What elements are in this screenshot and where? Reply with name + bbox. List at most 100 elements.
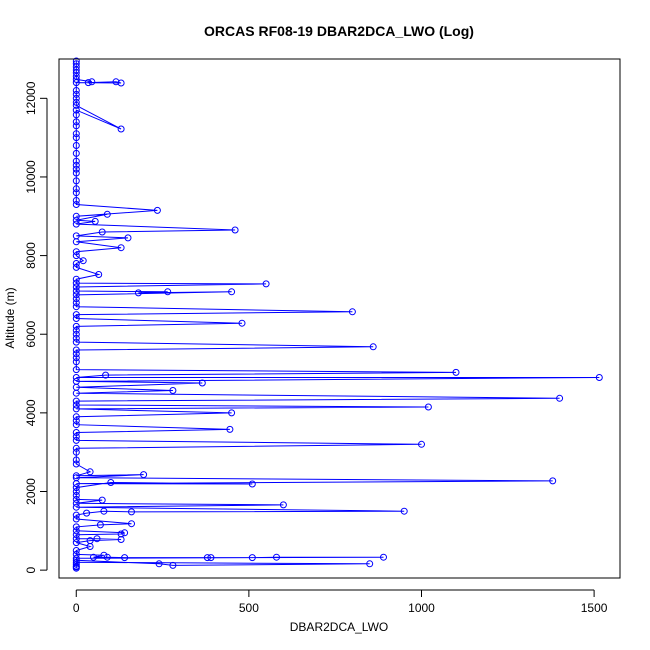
- data-point: [72, 338, 80, 346]
- data-point: [72, 238, 80, 246]
- data-point: [72, 197, 80, 204]
- data-point: [83, 509, 91, 517]
- data-point: [121, 529, 129, 537]
- data-point: [153, 206, 161, 214]
- y-tick-label: 2000: [24, 478, 38, 505]
- y-tick-label: 6000: [24, 321, 38, 348]
- data-point: [107, 479, 115, 486]
- data-point: [72, 560, 80, 568]
- data-point: [72, 401, 80, 409]
- data-point: [72, 523, 80, 531]
- data-point: [72, 346, 80, 354]
- data-point: [112, 78, 120, 86]
- data-point: [72, 248, 80, 256]
- data-point: [140, 471, 148, 479]
- data-point: [72, 397, 80, 405]
- data-point: [203, 554, 211, 562]
- data-point: [72, 515, 80, 523]
- y-tick-label: 12000: [24, 81, 38, 115]
- data-point: [169, 387, 177, 394]
- data-point: [72, 94, 80, 102]
- data-point: [72, 212, 80, 220]
- data-point: [72, 87, 80, 94]
- data-point: [72, 252, 80, 260]
- data-point: [279, 501, 287, 509]
- data-point: [117, 536, 125, 543]
- data-point: [72, 495, 80, 503]
- data-point: [72, 322, 80, 330]
- data-point: [124, 234, 132, 242]
- data-point: [72, 90, 80, 98]
- data-point: [169, 561, 177, 569]
- data-point: [238, 319, 246, 327]
- data-point: [72, 149, 80, 157]
- data-point: [164, 288, 172, 296]
- data-point: [452, 368, 460, 376]
- data-point: [72, 79, 80, 87]
- data-point: [72, 539, 80, 547]
- data-point: [72, 291, 80, 299]
- data-point: [121, 554, 129, 562]
- x-axis-label: DBAR2DCA_LWO: [290, 620, 388, 634]
- data-point: [95, 271, 103, 278]
- data-point: [86, 468, 94, 476]
- data-point: [100, 507, 108, 515]
- plot-area: [72, 57, 603, 572]
- data-point: [380, 553, 387, 561]
- data-point: [556, 394, 564, 402]
- data-point: [72, 511, 80, 519]
- data-point: [207, 554, 215, 562]
- data-point: [72, 220, 80, 228]
- data-point: [418, 440, 425, 448]
- data-point: [72, 161, 80, 169]
- data-point: [72, 460, 80, 468]
- data-point: [72, 142, 80, 149]
- data-point: [72, 283, 80, 291]
- chart-title: ORCAS RF08-19 DBAR2DCA_LWO (Log): [204, 23, 474, 39]
- data-point: [103, 210, 111, 218]
- data-point: [88, 78, 96, 86]
- data-point: [72, 448, 80, 456]
- data-point: [72, 169, 80, 177]
- data-point: [366, 560, 374, 568]
- data-point: [72, 417, 80, 425]
- data-point: [72, 433, 80, 440]
- data-point: [231, 226, 239, 234]
- data-point: [424, 403, 432, 411]
- data-point: [369, 343, 377, 351]
- data-point: [72, 444, 80, 452]
- data-point: [72, 185, 80, 193]
- x-tick-label: 1500: [581, 601, 608, 615]
- data-point: [72, 315, 80, 322]
- x-tick-label: 1000: [408, 601, 435, 615]
- data-point: [72, 358, 80, 366]
- data-point: [72, 456, 80, 464]
- data-point: [155, 560, 163, 568]
- data-point: [128, 508, 135, 516]
- data-point: [72, 303, 80, 311]
- data-point: [72, 354, 80, 362]
- data-point: [93, 535, 101, 543]
- data-point: [72, 484, 80, 492]
- data-point: [72, 405, 80, 413]
- data-point: [72, 330, 80, 338]
- data-point: [103, 553, 111, 561]
- data-point: [72, 201, 80, 208]
- data-point: [72, 189, 80, 197]
- data-point: [72, 421, 80, 429]
- data-point: [72, 263, 80, 271]
- data-point: [72, 98, 80, 106]
- data-point: [72, 69, 80, 77]
- data-point: [72, 177, 80, 185]
- data-point: [228, 288, 236, 296]
- data-point: [72, 503, 80, 511]
- data-point: [198, 379, 206, 387]
- y-tick-label: 4000: [24, 399, 38, 426]
- y-tick-label: 10000: [24, 160, 38, 194]
- data-point: [72, 374, 80, 381]
- data-point: [72, 531, 80, 539]
- data-point: [72, 350, 80, 358]
- y-axis-label: Altitude (m): [3, 287, 17, 348]
- data-point: [72, 130, 80, 138]
- data-point: [90, 553, 97, 561]
